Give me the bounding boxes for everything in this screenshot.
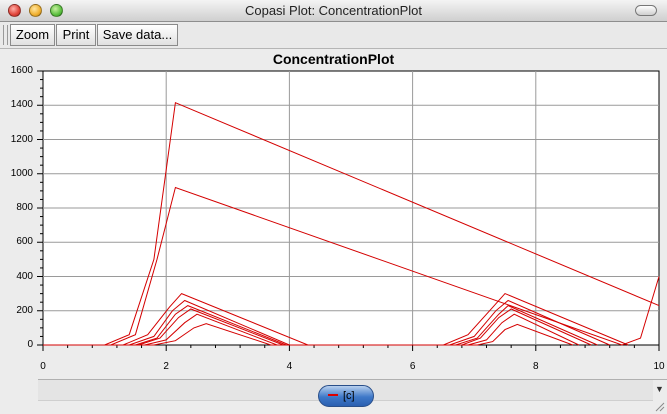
- series-line-2: [43, 186, 660, 346]
- series-line-6: [43, 308, 592, 346]
- close-icon[interactable]: [8, 4, 21, 17]
- zoom-icon[interactable]: [50, 4, 63, 17]
- series-line-5: [43, 305, 598, 346]
- y-tick-label: 600: [16, 236, 33, 248]
- legend-item[interactable]: [c]: [318, 385, 374, 407]
- toolbar-toggle-icon[interactable]: [635, 5, 657, 16]
- legend-swatch: [328, 394, 338, 396]
- print-button[interactable]: Print: [56, 24, 96, 46]
- toolbar-grip[interactable]: [3, 25, 8, 45]
- x-tick-label: 6: [409, 361, 416, 372]
- legend-area: [c] ▼: [38, 379, 667, 414]
- zoom-button[interactable]: Zoom: [10, 24, 55, 46]
- window-titlebar: Copasi Plot: ConcentrationPlot: [0, 0, 667, 22]
- x-tick-label: 8: [533, 361, 539, 372]
- y-tick-label: 200: [16, 304, 33, 316]
- y-tick-label: 1600: [10, 65, 33, 76]
- x-tick-label: 4: [286, 361, 293, 372]
- plot-area: [42, 70, 660, 346]
- minimize-icon[interactable]: [29, 4, 42, 17]
- series-line-3: [43, 293, 629, 346]
- chart-title: ConcentrationPlot: [272, 51, 395, 67]
- series-line-7: [43, 313, 580, 346]
- y-tick-label: 1200: [10, 133, 33, 145]
- series-line-1: [43, 101, 660, 346]
- series-line-4: [43, 299, 610, 346]
- resize-grip-icon[interactable]: [653, 400, 665, 412]
- toolbar: Zoom Print Save data...: [0, 22, 667, 49]
- chevron-down-icon[interactable]: ▼: [655, 384, 664, 394]
- y-tick-label: 0: [27, 339, 33, 350]
- y-tick-label: 400: [16, 270, 33, 282]
- save-data-button[interactable]: Save data...: [97, 24, 178, 46]
- series-line-8: [43, 323, 573, 346]
- x-tick-label: 0: [40, 361, 46, 372]
- x-tick-label: 10: [653, 361, 665, 372]
- window-title: Copasi Plot: ConcentrationPlot: [244, 3, 423, 18]
- x-tick-label: 2: [163, 361, 169, 372]
- y-tick-label: 800: [16, 202, 33, 213]
- y-tick-label: 1400: [10, 99, 33, 111]
- legend-label: [c]: [343, 390, 355, 402]
- y-tick-label: 1000: [10, 167, 33, 179]
